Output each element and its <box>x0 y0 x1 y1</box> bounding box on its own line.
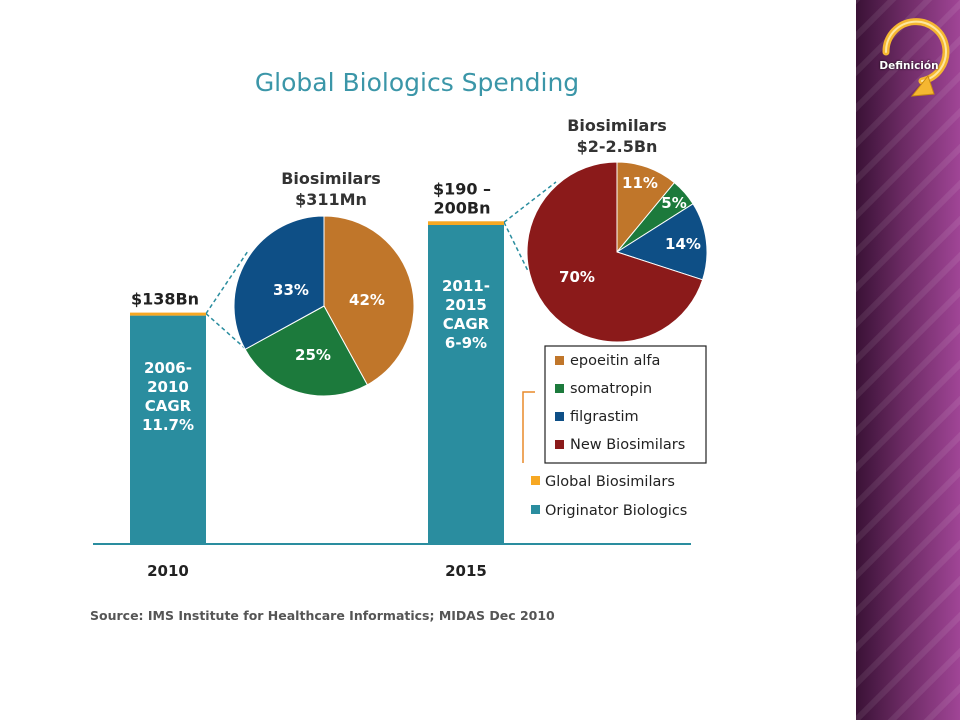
x-tick-label: 2015 <box>445 562 487 580</box>
legend-label: Global Biosimilars <box>545 474 675 490</box>
pie-connector-line <box>503 181 557 223</box>
legend-swatch <box>555 356 564 365</box>
legend-swatch <box>555 412 564 421</box>
bar-inner-label: 2011- <box>442 277 490 295</box>
pie-connector-line <box>503 221 529 272</box>
pie-slice-label: 33% <box>273 281 309 299</box>
pie-slice-somatropin <box>244 305 369 397</box>
bar-total-label: 200Bn <box>434 198 491 217</box>
bar-inner-label: 11.7% <box>142 416 194 434</box>
legend-swatch <box>531 505 540 514</box>
definicion-label: Definición <box>879 60 939 72</box>
pie-slice-filgrastim <box>233 215 325 351</box>
pie-slice-label: 5% <box>661 194 686 212</box>
source-note: Source: IMS Institute for Healthcare Inf… <box>90 608 555 623</box>
pie-slice-epoeitin-alfa <box>323 215 415 386</box>
pie-title: Biosimilars <box>567 116 667 135</box>
pie-slice-label: 42% <box>349 291 385 309</box>
pie-slice-filgrastim <box>615 203 708 281</box>
legend-label: Originator Biologics <box>545 503 687 519</box>
chart-title: Global Biologics Spending <box>255 68 579 97</box>
legend-swatch <box>531 476 540 485</box>
pie-slice-label: 70% <box>559 268 595 286</box>
bar-inner-label: CAGR <box>443 315 490 333</box>
bar-inner-label: 2015 <box>445 296 487 314</box>
slide: Global Biologics Spending $138Bn 2006- 201… <box>90 68 708 623</box>
legend-label: filgrastim <box>570 409 639 425</box>
legend-bracket <box>522 391 535 463</box>
pie-slice-new-biosimilars <box>526 161 704 343</box>
side-panel-pattern <box>856 0 960 720</box>
pie-title: $2-2.5Bn <box>577 137 658 156</box>
pie-connector-line <box>205 313 249 352</box>
bar-global-biosimilars-2015 <box>428 221 504 225</box>
definicion-button[interactable]: Definición <box>864 2 954 102</box>
chart: Global Biologics Spending $138Bn2006-201… <box>90 68 708 623</box>
legend-swatch <box>555 384 564 393</box>
pie-title: $311Mn <box>295 190 367 209</box>
bar-inner-label: 2010 <box>147 378 189 396</box>
pie-slice-label: 25% <box>295 346 331 364</box>
pie-connector-line <box>205 250 249 315</box>
pie-slice-label: 14% <box>665 235 701 253</box>
pie-title: Biosimilars <box>281 169 381 188</box>
bar-total-label: $190 – <box>433 179 491 198</box>
x-tick-label: 2010 <box>147 562 189 580</box>
circular-arrow-icon <box>882 18 950 97</box>
side-panel: Definición <box>856 0 960 720</box>
bar-originator-2015 <box>428 224 504 544</box>
legend: epoeitin alfa somatropin filgrastim New Bio… <box>522 345 707 519</box>
legend-label: epoeitin alfa <box>570 353 660 369</box>
legend-label: New Biosimilars <box>570 437 685 453</box>
legend-label: somatropin <box>570 381 652 397</box>
bar-total-label: $138Bn <box>131 290 199 309</box>
bar-inner-label: CAGR <box>145 397 192 415</box>
bar-global-biosimilars-2010 <box>130 312 206 316</box>
bar-originator-2010 <box>130 315 206 544</box>
legend-swatch <box>555 440 564 449</box>
bar-inner-label: 6-9% <box>445 334 487 352</box>
pie-legend-box <box>544 345 707 464</box>
pie-slice-label: 11% <box>622 174 658 192</box>
pie-connectors <box>205 181 557 352</box>
pies: 42% 25% 33% Biosimilars $311Mn 11%5% 14% 70% Bio… <box>233 116 708 397</box>
bar-inner-label: 2006- <box>144 359 192 377</box>
